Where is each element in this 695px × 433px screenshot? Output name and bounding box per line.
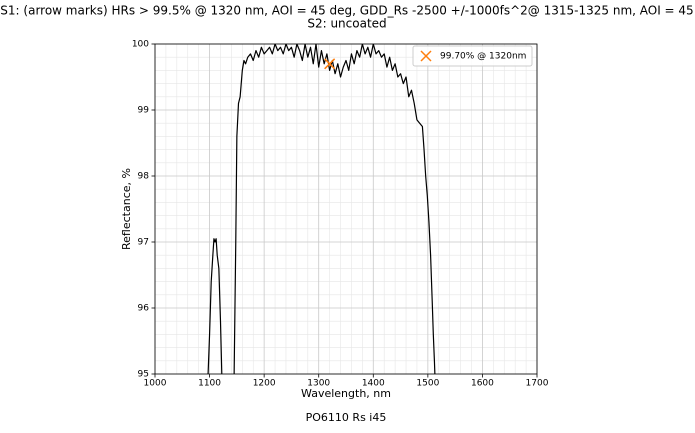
y-tick-label: 95 xyxy=(138,370,149,380)
x-tick-label: 1200 xyxy=(253,379,276,389)
x-axis-label: Wavelength, nm xyxy=(301,387,391,400)
y-tick-label: 97 xyxy=(138,238,149,248)
x-tick-label: 1500 xyxy=(416,379,439,389)
chart-subtitle: S2: uncoated xyxy=(307,17,386,31)
legend-box xyxy=(412,45,533,67)
chart-title: S1: (arrow marks) HRs > 99.5% @ 1320 nm,… xyxy=(0,4,693,18)
plot-frame xyxy=(154,43,538,375)
x-tick-label: 1300 xyxy=(307,379,330,389)
x-tick-label: 1600 xyxy=(471,379,494,389)
x-tick-label: 1400 xyxy=(362,379,385,389)
x-tick-label: 1000 xyxy=(144,379,167,389)
line xyxy=(207,44,436,374)
legend-marker xyxy=(420,50,432,62)
y-axis-label: Reflectance, % xyxy=(120,168,133,250)
legend-label: 99.70% @ 1320nm xyxy=(440,52,526,62)
plot-area xyxy=(207,44,436,374)
x-tick-label: 1700 xyxy=(526,379,549,389)
x-tick-label: 1100 xyxy=(198,379,221,389)
footer: PO6110 Rs i45 xyxy=(306,411,387,424)
y-tick-label: 99 xyxy=(138,106,150,116)
marker xyxy=(324,58,336,70)
y-tick-label: 100 xyxy=(132,40,149,50)
y-tick-label: 98 xyxy=(138,172,150,182)
y-tick-label: 96 xyxy=(138,304,150,314)
